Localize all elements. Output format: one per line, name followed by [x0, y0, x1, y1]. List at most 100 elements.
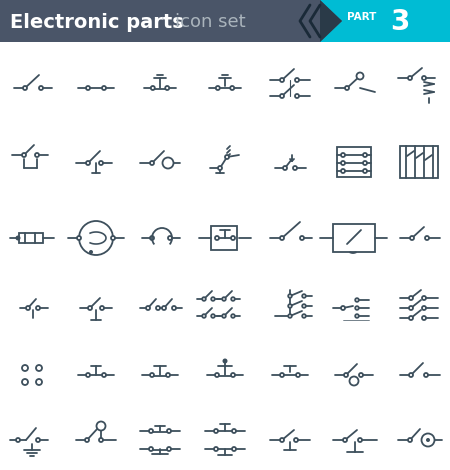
Circle shape	[288, 294, 292, 298]
Circle shape	[211, 314, 215, 318]
Circle shape	[146, 306, 150, 310]
Circle shape	[280, 78, 284, 82]
Circle shape	[89, 250, 93, 254]
Bar	[400, 146, 438, 178]
Circle shape	[409, 316, 413, 320]
Circle shape	[77, 236, 81, 240]
Circle shape	[214, 447, 218, 451]
Circle shape	[35, 153, 39, 157]
Circle shape	[22, 365, 28, 371]
Circle shape	[302, 294, 306, 298]
Circle shape	[86, 86, 90, 90]
Circle shape	[356, 72, 364, 79]
Circle shape	[149, 429, 153, 433]
Circle shape	[302, 304, 306, 308]
Circle shape	[150, 373, 154, 377]
Circle shape	[300, 236, 304, 240]
Circle shape	[343, 438, 347, 442]
Circle shape	[231, 314, 235, 318]
Circle shape	[218, 166, 222, 170]
Circle shape	[26, 306, 30, 310]
Circle shape	[410, 236, 414, 240]
Circle shape	[231, 297, 235, 301]
Circle shape	[86, 161, 90, 165]
Circle shape	[409, 373, 413, 377]
Circle shape	[280, 438, 284, 442]
Circle shape	[341, 161, 345, 165]
Circle shape	[341, 306, 345, 310]
Circle shape	[280, 236, 284, 240]
Circle shape	[222, 359, 228, 363]
Circle shape	[15, 235, 21, 241]
Circle shape	[215, 236, 219, 240]
Circle shape	[422, 296, 426, 300]
Polygon shape	[0, 0, 450, 42]
Circle shape	[293, 166, 297, 170]
Circle shape	[231, 236, 235, 240]
Circle shape	[232, 447, 236, 451]
Circle shape	[350, 376, 359, 385]
Circle shape	[86, 373, 90, 377]
Bar	[19, 233, 43, 243]
Circle shape	[222, 297, 226, 301]
Circle shape	[162, 306, 166, 310]
Circle shape	[409, 306, 413, 310]
Circle shape	[288, 314, 292, 318]
Circle shape	[294, 438, 298, 442]
Circle shape	[302, 314, 306, 318]
Circle shape	[358, 438, 362, 442]
Circle shape	[149, 447, 153, 451]
Circle shape	[422, 76, 426, 80]
Circle shape	[166, 373, 170, 377]
Circle shape	[225, 155, 229, 159]
Circle shape	[99, 438, 103, 442]
Circle shape	[88, 306, 92, 310]
Circle shape	[355, 298, 359, 302]
Circle shape	[16, 438, 20, 442]
Circle shape	[22, 379, 28, 385]
Circle shape	[96, 422, 105, 431]
Circle shape	[424, 373, 428, 377]
Circle shape	[288, 304, 292, 308]
Circle shape	[36, 379, 42, 385]
Bar	[337, 147, 371, 177]
Circle shape	[359, 373, 363, 377]
Circle shape	[79, 221, 113, 255]
Text: icon set: icon set	[175, 13, 246, 31]
Circle shape	[36, 365, 42, 371]
Circle shape	[408, 76, 412, 80]
Circle shape	[216, 86, 220, 90]
Circle shape	[156, 306, 160, 310]
Circle shape	[85, 438, 89, 442]
Circle shape	[23, 86, 27, 90]
Circle shape	[39, 86, 43, 90]
Circle shape	[232, 429, 236, 433]
Circle shape	[99, 161, 103, 165]
Circle shape	[162, 157, 174, 169]
Circle shape	[150, 161, 154, 165]
Circle shape	[202, 314, 206, 318]
Circle shape	[409, 296, 413, 300]
Circle shape	[363, 153, 367, 157]
Circle shape	[168, 236, 172, 240]
Circle shape	[283, 166, 287, 170]
Circle shape	[426, 438, 430, 442]
Circle shape	[408, 438, 412, 442]
Bar	[211, 226, 237, 250]
Circle shape	[341, 169, 345, 173]
Circle shape	[111, 236, 115, 240]
Circle shape	[215, 373, 219, 377]
Circle shape	[345, 86, 349, 90]
Circle shape	[151, 86, 155, 90]
Circle shape	[422, 316, 426, 320]
Circle shape	[172, 306, 176, 310]
Circle shape	[422, 306, 426, 310]
Circle shape	[425, 236, 429, 240]
Text: Electronic parts: Electronic parts	[10, 13, 184, 31]
Circle shape	[280, 94, 284, 98]
Circle shape	[222, 314, 226, 318]
Circle shape	[167, 429, 171, 433]
Circle shape	[214, 429, 218, 433]
Polygon shape	[320, 0, 450, 42]
Circle shape	[230, 86, 234, 90]
